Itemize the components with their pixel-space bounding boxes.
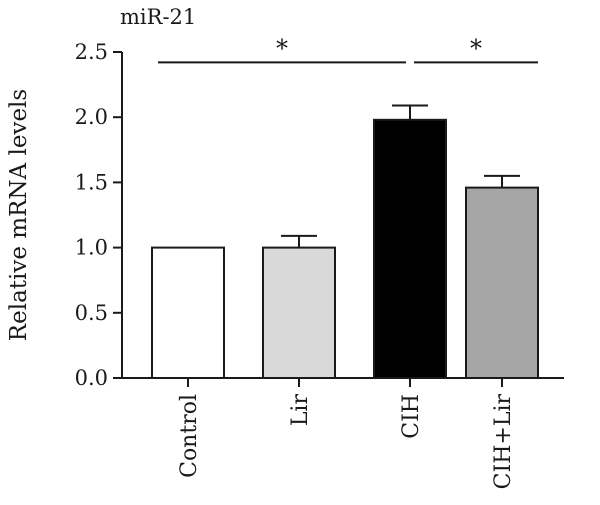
y-tick-label: 2.5 — [75, 40, 108, 64]
bar-cih-lir — [465, 186, 539, 379]
x-category-label: Lir — [288, 394, 313, 427]
y-tick-label: 0.0 — [75, 366, 108, 390]
y-tick-label: 2.0 — [75, 105, 108, 129]
bar-control — [151, 246, 225, 379]
y-tick-label: 1.0 — [75, 236, 108, 260]
significance-marker: * — [470, 34, 482, 62]
chart-title: miR-21 — [120, 5, 196, 29]
x-category-label: CIH+Lir — [491, 394, 516, 490]
x-category-label: CIH — [399, 394, 424, 439]
y-tick-label: 1.5 — [75, 170, 108, 194]
y-axis-label: Relative mRNA levels — [6, 89, 32, 341]
bar-cih — [373, 118, 447, 379]
significance-marker: * — [276, 34, 288, 62]
bar-lir — [262, 246, 336, 379]
x-category-label: Control — [177, 394, 202, 478]
y-tick-label: 0.5 — [75, 301, 108, 325]
